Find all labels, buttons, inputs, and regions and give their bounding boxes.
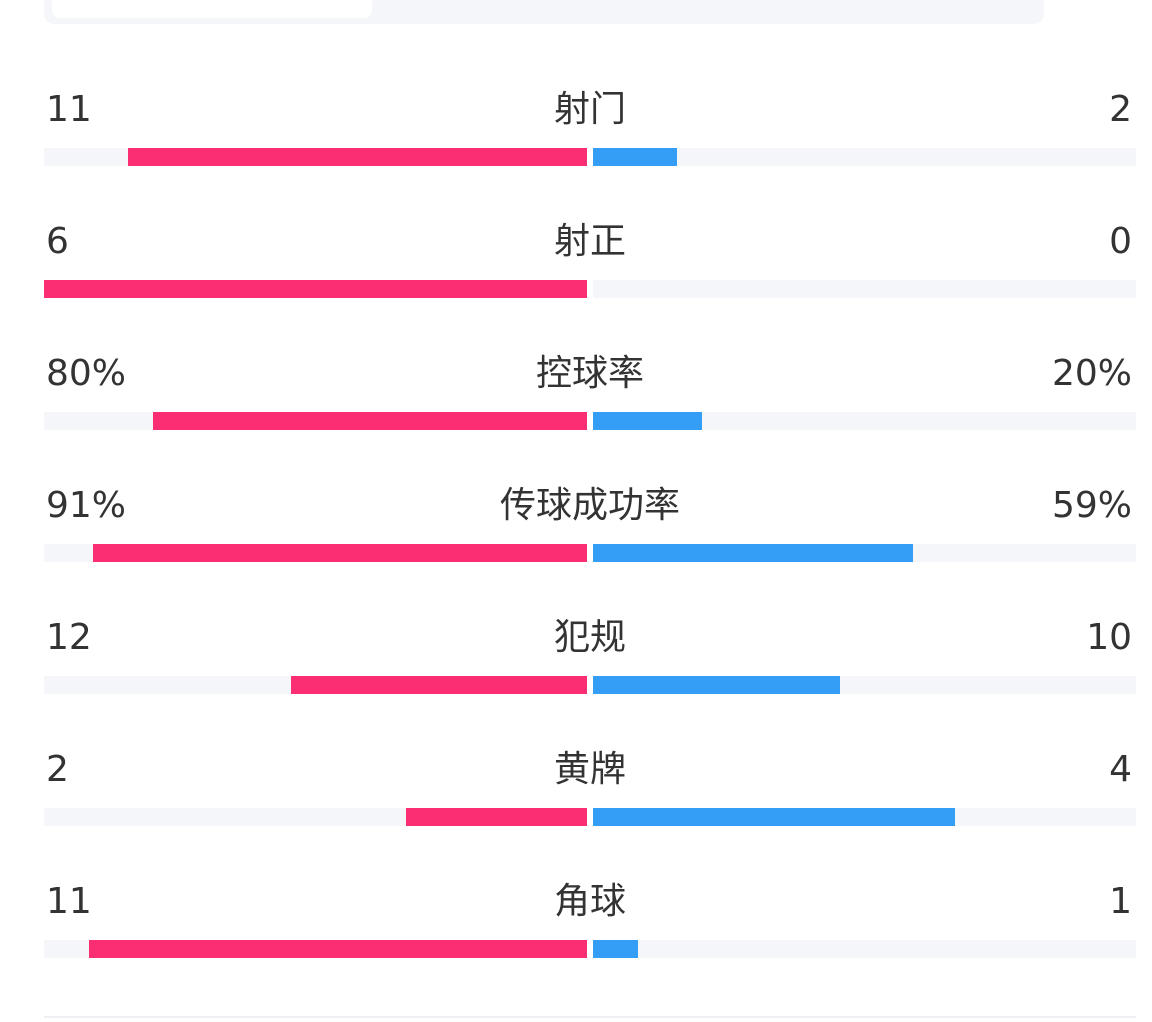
away-bar — [593, 940, 638, 958]
home-value: 12 — [46, 617, 92, 658]
away-bar — [593, 544, 913, 562]
home-value: 2 — [46, 749, 69, 790]
bar-track — [44, 544, 1136, 562]
home-bar — [44, 280, 587, 298]
home-value: 80% — [46, 353, 127, 394]
stat-row-shots-on-target: 6 射正 0 — [44, 216, 1136, 326]
stat-row-shots: 11 射门 2 — [44, 84, 1136, 194]
away-bar — [593, 412, 702, 430]
stat-label: 黄牌 — [553, 749, 626, 790]
away-value: 20% — [1051, 353, 1132, 394]
away-value: 1 — [1109, 881, 1132, 922]
home-bar — [128, 148, 587, 166]
home-value: 6 — [46, 221, 69, 262]
home-bar — [93, 544, 587, 562]
home-value: 91% — [46, 485, 127, 526]
stat-label: 犯规 — [553, 617, 626, 658]
bar-track — [44, 280, 1136, 298]
bar-track — [44, 808, 1136, 826]
away-bar — [593, 148, 677, 166]
away-track — [593, 148, 1136, 166]
away-value: 10 — [1086, 617, 1132, 658]
stat-row-pass-accuracy: 91% 传球成功率 59% — [44, 480, 1136, 590]
bottom-divider — [44, 1016, 1136, 1018]
stat-label: 控球率 — [535, 353, 644, 394]
bar-track — [44, 676, 1136, 694]
stat-label: 射门 — [553, 89, 626, 130]
bar-track — [44, 412, 1136, 430]
home-bar — [89, 940, 587, 958]
stat-label: 射正 — [553, 221, 626, 262]
stat-label: 传球成功率 — [499, 485, 680, 526]
tab-active[interactable] — [52, 0, 372, 18]
bar-track — [44, 940, 1136, 958]
home-value: 11 — [46, 89, 92, 130]
home-bar — [406, 808, 587, 826]
home-value: 11 — [46, 881, 92, 922]
stat-row-yellow-cards: 2 黄牌 4 — [44, 744, 1136, 854]
away-value: 4 — [1109, 749, 1132, 790]
stat-row-possession: 80% 控球率 20% — [44, 348, 1136, 458]
away-track — [593, 280, 1136, 298]
home-bar — [153, 412, 587, 430]
away-bar — [593, 676, 840, 694]
home-bar — [291, 676, 587, 694]
bar-track — [44, 148, 1136, 166]
away-bar — [593, 808, 955, 826]
stat-row-corners: 11 角球 1 — [44, 876, 1136, 986]
away-track — [593, 412, 1136, 430]
away-value: 0 — [1109, 221, 1132, 262]
away-track — [593, 940, 1136, 958]
match-stats: 11 射门 2 6 射正 0 80% 控球率 20% 91 — [44, 0, 1136, 1022]
stat-label: 角球 — [553, 881, 626, 922]
away-value: 2 — [1109, 89, 1132, 130]
stat-row-fouls: 12 犯规 10 — [44, 612, 1136, 722]
away-value: 59% — [1051, 485, 1132, 526]
